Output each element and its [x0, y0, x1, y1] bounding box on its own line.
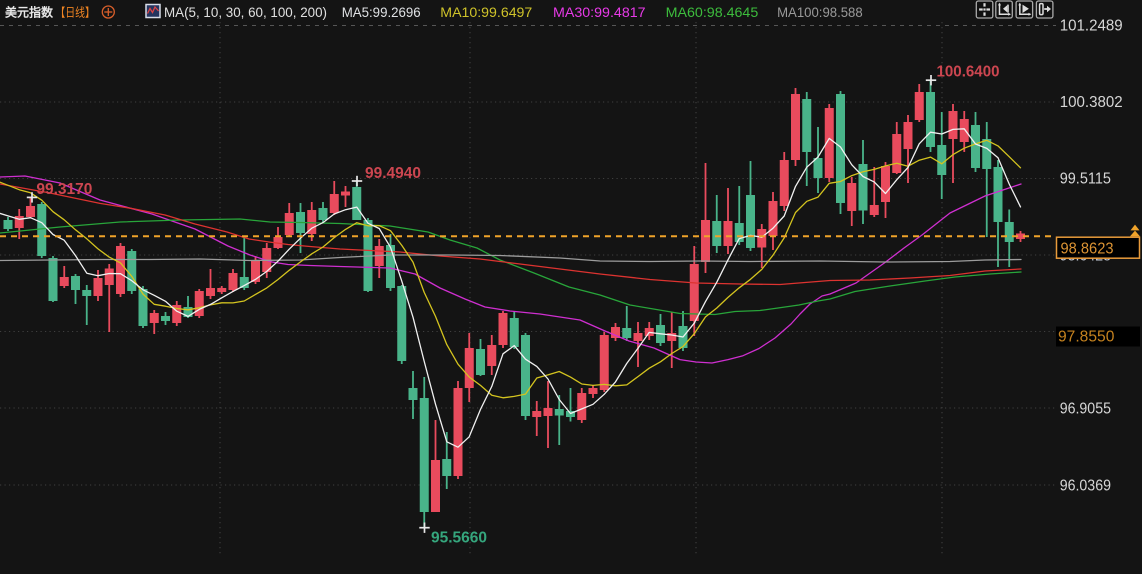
svg-text:98.8623: 98.8623	[1061, 240, 1114, 257]
svg-text:99.3170: 99.3170	[36, 181, 92, 198]
svg-text:100.3802: 100.3802	[1060, 94, 1123, 111]
svg-text:MA10:99.6497: MA10:99.6497	[440, 5, 532, 20]
svg-text:100.6400: 100.6400	[937, 64, 1000, 81]
svg-text:99.5115: 99.5115	[1060, 171, 1111, 188]
svg-text:97.8550: 97.8550	[1058, 329, 1114, 346]
svg-text:MA(5, 10, 30, 60, 100, 200): MA(5, 10, 30, 60, 100, 200)	[164, 5, 327, 20]
svg-text:95.5660: 95.5660	[431, 530, 487, 547]
svg-text:美元指数: 美元指数	[5, 5, 54, 20]
svg-text:96.0369: 96.0369	[1060, 478, 1111, 495]
svg-text:99.4940: 99.4940	[365, 165, 421, 182]
svg-text:MA5:99.2696: MA5:99.2696	[342, 5, 421, 20]
svg-text:MA100:98.588: MA100:98.588	[777, 5, 863, 20]
svg-text:101.2489: 101.2489	[1060, 18, 1123, 35]
svg-text:【日线】: 【日线】	[55, 6, 95, 20]
svg-text:MA60:98.4645: MA60:98.4645	[666, 5, 759, 20]
svg-text:MA30:99.4817: MA30:99.4817	[553, 5, 646, 20]
svg-text:96.9055: 96.9055	[1060, 401, 1111, 418]
